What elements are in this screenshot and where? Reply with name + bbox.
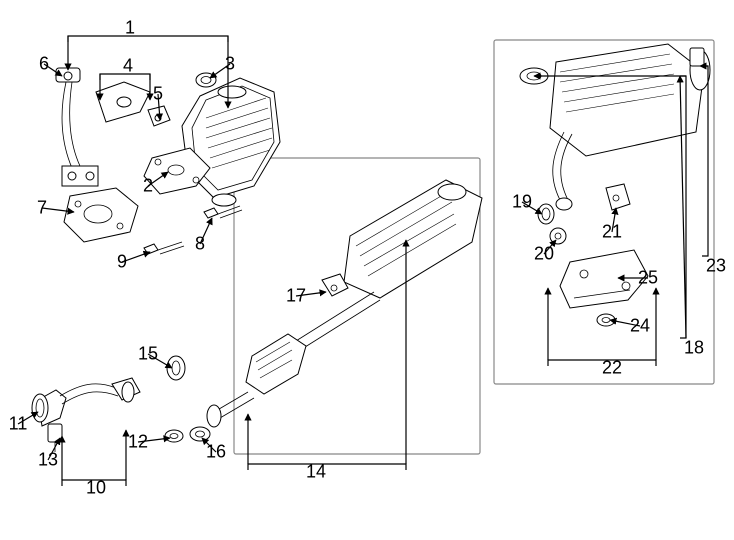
part-heat-shield: [64, 188, 138, 242]
callout-label-20: 20: [534, 244, 554, 265]
part-gasket-11: [32, 394, 48, 422]
part-grommet-3: [196, 73, 216, 87]
callout-label-15: 15: [138, 344, 158, 365]
part-catalytic-converter: [182, 78, 280, 206]
callout-label-6: 6: [39, 54, 49, 75]
callout-label-24: 24: [630, 316, 650, 337]
callout-label-4: 4: [123, 56, 133, 77]
callout-label-2: 2: [143, 176, 153, 197]
diagram-stage: 1234567891011121314151617181920212223242…: [0, 0, 734, 540]
callout-label-11: 11: [9, 414, 28, 435]
callout-bracket-14: [248, 464, 406, 470]
part-center-pipe-assembly: [207, 180, 482, 427]
callout-label-12: 12: [128, 432, 148, 453]
callout-label-9: 9: [117, 252, 127, 273]
part-nut-12: [165, 430, 183, 442]
callout-label-5: 5: [153, 84, 163, 105]
part-hanger-rubber-21: [606, 184, 630, 210]
part-hanger-17: [322, 274, 348, 296]
callout-label-13: 13: [38, 450, 58, 471]
callout-bracket-1: [68, 36, 228, 42]
part-bolt-8: [204, 206, 242, 218]
callout-label-18: 18: [684, 338, 704, 359]
callout-label-3: 3: [225, 54, 235, 75]
callout-label-19: 19: [512, 192, 532, 213]
callout-label-17: 17: [286, 286, 306, 307]
part-bracket-22: [560, 250, 648, 308]
parts-layer: [32, 44, 710, 452]
part-nut-16: [190, 427, 210, 441]
callout-label-16: 16: [206, 442, 226, 463]
callout-label-23: 23: [706, 256, 726, 277]
callout-label-25: 25: [638, 268, 658, 289]
part-cap-20: [550, 228, 566, 244]
callout-label-22: 22: [602, 358, 622, 379]
callout-label-1: 1: [125, 18, 135, 39]
callout-label-21: 21: [602, 222, 622, 243]
callout-label-8: 8: [195, 234, 205, 255]
callout-bracket-23: [702, 66, 708, 256]
callout-label-10: 10: [86, 478, 106, 499]
part-front-pipe: [38, 378, 140, 426]
callout-label-7: 7: [37, 198, 47, 219]
callout-label-14: 14: [306, 462, 326, 483]
part-gasket-15: [167, 356, 185, 380]
part-bracket-hose: [56, 68, 98, 186]
part-gasket-19: [538, 204, 554, 224]
